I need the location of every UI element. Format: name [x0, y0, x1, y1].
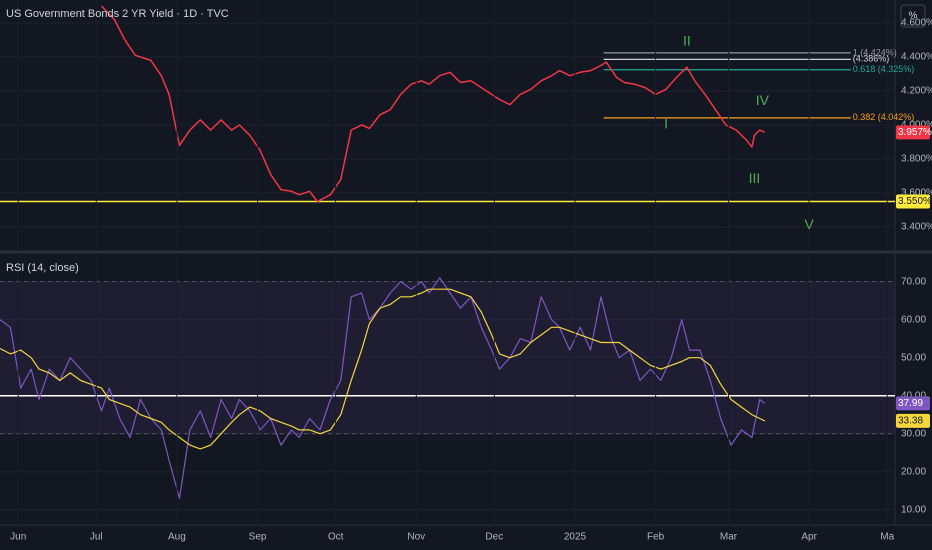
x-tick-label: Apr — [801, 532, 817, 543]
x-tick-label: Aug — [168, 532, 186, 543]
wave-label: I — [664, 116, 668, 132]
rsi-title: RSI (14, close) — [6, 262, 79, 274]
x-tick-label: Sep — [249, 532, 267, 543]
x-tick-label: 2025 — [564, 532, 587, 543]
y-tick-label: 3.400% — [901, 222, 932, 233]
x-tick-label: Nov — [407, 532, 425, 543]
scale-button[interactable] — [900, 4, 926, 28]
wave-label: II — [683, 32, 691, 48]
fib-label: 1 (4.424%) — [853, 47, 897, 57]
y-tick-label: 4.400% — [901, 52, 932, 63]
y-tick-label: 10.00 — [901, 504, 926, 515]
y-tick-label: 4.000% — [901, 120, 932, 131]
y-tick-label: 20.00 — [901, 466, 926, 477]
price-tag-label: 3.957% — [898, 127, 932, 138]
y-tick-label: 60.00 — [901, 314, 926, 325]
price-tag — [896, 194, 930, 209]
y-tick-label: 40.00 — [901, 390, 926, 401]
series-line — [0, 288, 766, 450]
fib-label: (4.386%) — [853, 54, 890, 64]
x-tick-label: Ma — [880, 532, 894, 543]
y-tick-label: 4.200% — [901, 86, 932, 97]
scale-button-label[interactable]: % — [909, 11, 918, 22]
fib-label: 0.382 (4.042%) — [853, 112, 915, 122]
y-tick-label: 3.600% — [901, 188, 932, 199]
fib-label: 0.618 (4.325%) — [853, 64, 915, 74]
wave-label: V — [804, 216, 814, 232]
series-line — [100, 5, 766, 203]
y-tick-label: 70.00 — [901, 276, 926, 287]
x-tick-label: Mar — [720, 532, 738, 543]
series-line — [0, 277, 766, 499]
x-tick-label: Jun — [10, 532, 26, 543]
pane — [0, 277, 895, 511]
x-tick-label: Oct — [328, 532, 344, 543]
x-tick-label: Jul — [90, 532, 103, 543]
y-tick-label: 4.600% — [901, 18, 932, 29]
wave-label: III — [749, 170, 761, 186]
price-tag — [896, 396, 930, 411]
wave-label: IV — [756, 92, 770, 108]
x-tick-label: Feb — [647, 532, 665, 543]
price-tag-label: 33.38 — [898, 416, 923, 427]
chart-title: US Government Bonds 2 YR Yield · 1D · TV… — [6, 8, 229, 20]
y-tick-label: 50.00 — [901, 352, 926, 363]
plot-layer — [0, 5, 895, 511]
x-tick-label: Dec — [485, 532, 503, 543]
rsi-band — [0, 281, 895, 434]
y-tick-label: 3.800% — [901, 154, 932, 165]
price-tag-label: 3.550% — [898, 196, 932, 207]
y-tick-label: 30.00 — [901, 428, 926, 439]
price-tag — [896, 413, 930, 428]
price-tag — [896, 125, 930, 140]
price-tag-label: 37.99 — [898, 398, 923, 409]
